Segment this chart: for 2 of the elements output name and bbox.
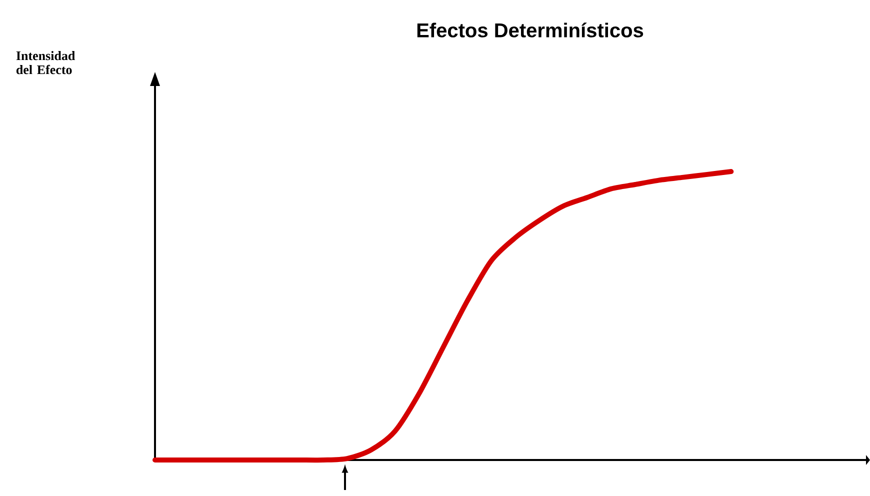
text: Intensidad del Efecto (16, 51, 76, 74)
chart-title: Efectos Determinísticos (417, 22, 644, 38)
